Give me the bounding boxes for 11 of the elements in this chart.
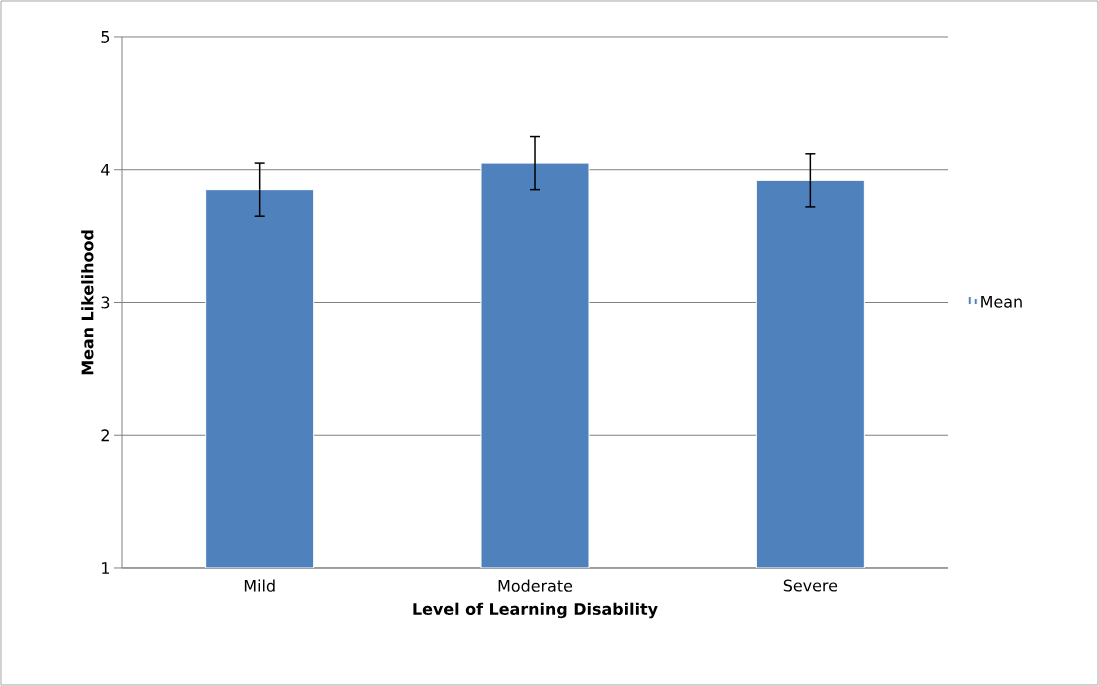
legend-label: Mean [981, 295, 1022, 308]
y-tick-label: 1 [102, 562, 110, 574]
y-axis-title: Mean Likelihood [81, 230, 94, 375]
x-axis-title: Level of Learning Disability [413, 602, 658, 619]
x-tick-label: Moderate [498, 579, 573, 592]
y-tick-label: 2 [101, 429, 109, 442]
y-tick-label: 5 [101, 31, 110, 43]
y-tick-label: 3 [101, 296, 110, 309]
x-tick-label: Mild [244, 579, 275, 592]
y-tick-label: 4 [101, 163, 110, 176]
x-tick-label: Severe [783, 579, 838, 592]
